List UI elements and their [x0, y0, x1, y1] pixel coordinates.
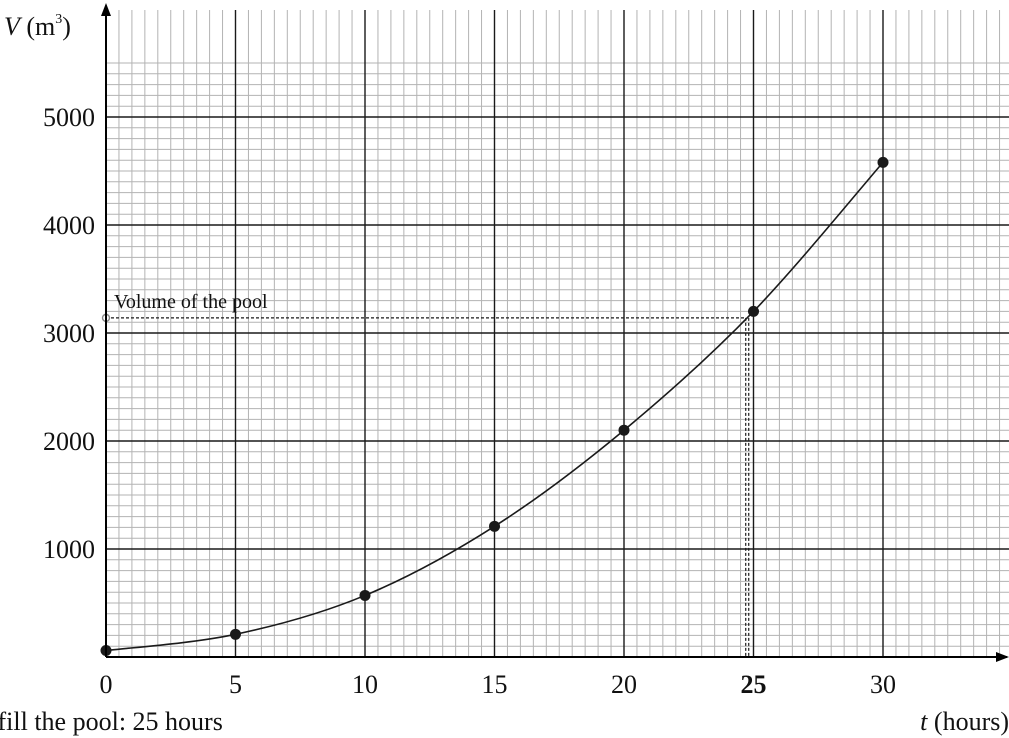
x-tick-label: 10 — [352, 670, 378, 699]
axis-labels: V (m3) t (hours) — [4, 12, 1009, 736]
annotation-volume-label: Volume of the pool — [114, 291, 268, 313]
data-point — [877, 156, 889, 168]
y-axis-arrow — [101, 3, 111, 16]
data-point — [748, 305, 759, 317]
y-tick-label: 4000 — [43, 211, 95, 240]
x-tick-label: 15 — [482, 670, 508, 699]
tick-labels: 0 5 10 15 20 25 30 1000 2000 3000 4000 5000 — [43, 103, 896, 699]
x-tick-label: 0 — [100, 670, 113, 699]
y-tick-label: 5000 — [43, 103, 95, 132]
data-point — [618, 424, 630, 436]
y-axis-label: V (m3) — [4, 12, 71, 41]
x-tick-label: 30 — [870, 670, 896, 699]
answer-caption: o fill the pool: 25 hours — [0, 707, 223, 736]
x-tick-label: 20 — [611, 670, 637, 699]
data-point — [359, 589, 371, 601]
x-axis-label: t (hours) — [920, 707, 1009, 736]
y-tick-label: 1000 — [43, 535, 95, 564]
data-points — [100, 156, 889, 657]
x-tick-label: 5 — [229, 670, 242, 699]
y-tick-label: 3000 — [43, 319, 95, 348]
y-tick-label: 2000 — [43, 427, 95, 456]
guide-lines: Volume of the pool — [101, 291, 750, 657]
axes — [101, 3, 1009, 662]
grid-major — [106, 10, 1009, 657]
x-axis-arrow — [996, 652, 1009, 662]
data-point — [230, 628, 241, 640]
data-point — [489, 520, 500, 532]
x-tick-label: 25 — [741, 670, 767, 699]
